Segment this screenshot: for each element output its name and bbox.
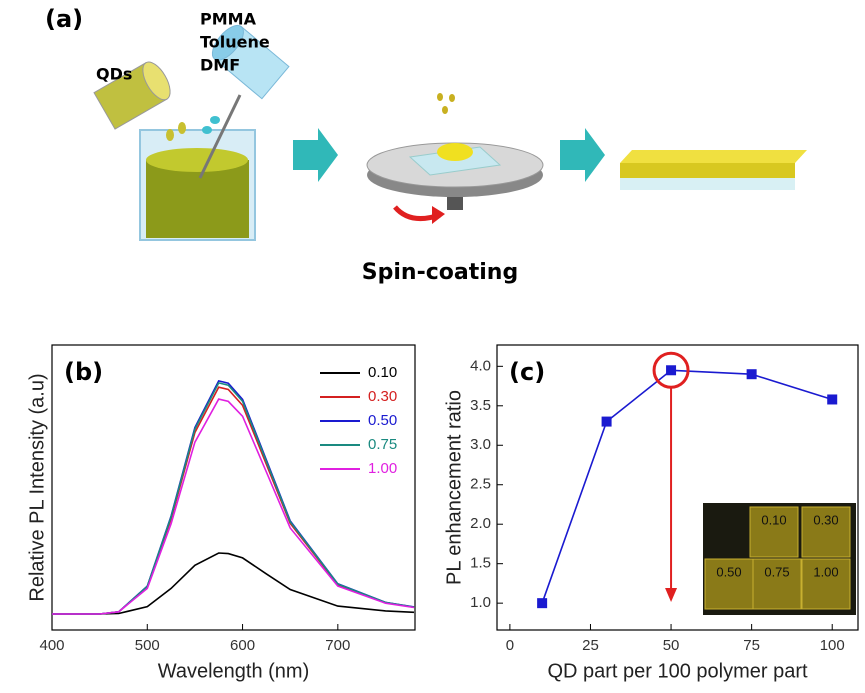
plot-frame [52, 345, 415, 630]
x-tick-label: 400 [39, 637, 64, 654]
solvent-label: Toluene [200, 33, 270, 52]
y-tick-label: 4.0 [470, 357, 491, 374]
legend-label: 0.75 [368, 436, 397, 453]
inset-label: 1.00 [813, 564, 838, 579]
panel-label: (b) [64, 358, 103, 386]
film-side [620, 163, 795, 178]
rotation-arrowhead [432, 206, 445, 224]
drop [442, 106, 448, 114]
process-arrow [560, 128, 605, 182]
series-line [52, 553, 414, 614]
x-tick-label: 0 [506, 637, 514, 654]
panel-label: (c) [509, 358, 545, 386]
legend-label: 0.10 [368, 364, 397, 381]
panel-label: (a) [45, 5, 83, 33]
inset-label: 0.75 [764, 564, 789, 579]
solvent-label: PMMA [200, 10, 257, 29]
x-tick-label: 100 [820, 637, 845, 654]
x-tick-label: 600 [230, 637, 255, 654]
inset-label: 0.10 [761, 512, 786, 527]
drop [449, 94, 455, 102]
data-point [666, 365, 676, 375]
drop [437, 143, 473, 161]
substrate [620, 178, 795, 190]
x-tick-label: 25 [582, 637, 599, 654]
x-axis-label: QD part per 100 polymer part [547, 660, 808, 682]
process-arrow [293, 128, 338, 182]
film-top [620, 150, 807, 163]
legend-label: 0.50 [368, 412, 397, 429]
y-tick-label: 1.5 [470, 555, 491, 572]
data-point [602, 417, 612, 427]
bottle-label: QDs [96, 65, 132, 84]
drop [210, 116, 220, 124]
solution-top [146, 148, 248, 172]
legend-label: 0.30 [368, 388, 397, 405]
series-line [52, 399, 414, 614]
y-tick-label: 3.0 [470, 436, 491, 453]
x-tick-label: 500 [135, 637, 160, 654]
data-point [827, 394, 837, 404]
x-tick-label: 700 [325, 637, 350, 654]
inset-photo: 0.10 0.30 0.50 0.75 1.00 [703, 503, 856, 615]
inset-label: 0.30 [813, 512, 838, 527]
caption: Spin-coating [362, 260, 518, 285]
x-axis-label: Wavelength (nm) [158, 660, 310, 682]
y-tick-label: 2.0 [470, 515, 491, 532]
figure: (a) QDs PMMA Toluene DMF Spin-coating 40… [0, 0, 865, 688]
y-tick-label: 3.5 [470, 397, 491, 414]
series-line [52, 381, 414, 614]
inset-label: 0.50 [716, 564, 741, 579]
data-point [537, 598, 547, 608]
data-point [747, 369, 757, 379]
drop [202, 126, 212, 134]
series-line [52, 383, 414, 614]
y-axis-label: PL enhancement ratio [443, 390, 465, 585]
drop [437, 93, 443, 101]
x-tick-label: 50 [663, 637, 680, 654]
y-axis-label: Relative PL Intensity (a.u) [26, 373, 48, 601]
drop [178, 122, 186, 134]
x-tick-label: 75 [743, 637, 760, 654]
y-tick-label: 1.0 [470, 594, 491, 611]
y-tick-label: 2.5 [470, 476, 491, 493]
solvent-label: DMF [200, 56, 240, 75]
legend-label: 1.00 [368, 460, 397, 477]
drop [166, 129, 174, 141]
highlight-arrowhead [665, 588, 677, 602]
